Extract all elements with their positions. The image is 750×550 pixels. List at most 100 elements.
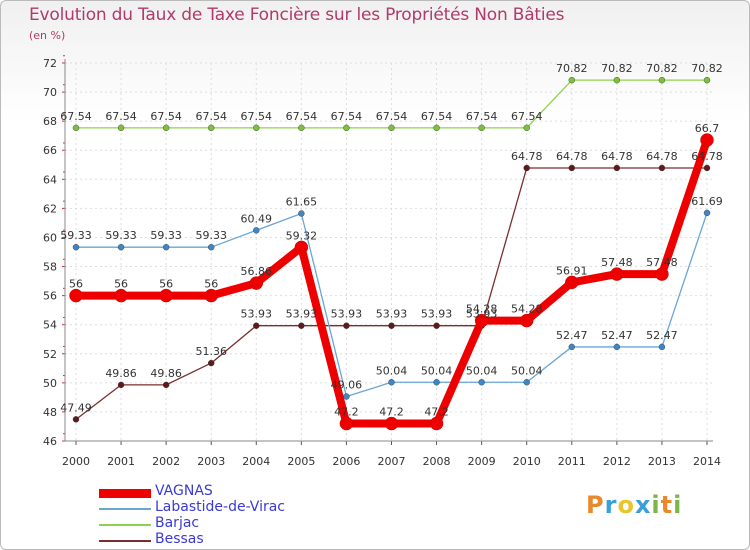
data-label-vagnas: 47.2 bbox=[334, 406, 359, 419]
y-tick-label: 52 bbox=[43, 348, 57, 361]
data-label-bessas: 64.78 bbox=[511, 150, 543, 163]
data-label-labastide-de-virac: 50.04 bbox=[376, 364, 408, 377]
data-point-vagnas bbox=[610, 267, 624, 281]
x-tick-label: 2000 bbox=[62, 455, 90, 468]
data-point-labastide-de-virac bbox=[253, 227, 260, 234]
chart-title: Evolution du Taux de Taxe Foncière sur l… bbox=[29, 5, 565, 25]
y-tick-label: 64 bbox=[43, 173, 57, 186]
data-label-vagnas: 66.7 bbox=[695, 122, 720, 135]
legend-swatch bbox=[99, 488, 151, 498]
x-tick-label: 2014 bbox=[693, 455, 721, 468]
data-point-vagnas bbox=[339, 416, 354, 431]
data-point-labastide-de-virac bbox=[208, 244, 215, 251]
data-label-barjac: 67.54 bbox=[331, 110, 363, 123]
data-label-barjac: 67.54 bbox=[150, 110, 182, 123]
legend-label: Barjac bbox=[155, 515, 200, 531]
data-label-labastide-de-virac: 50.04 bbox=[421, 364, 453, 377]
data-point-barjac bbox=[298, 124, 305, 132]
data-point-barjac bbox=[478, 124, 485, 132]
data-point-vagnas bbox=[565, 275, 579, 290]
data-label-barjac: 67.54 bbox=[286, 110, 318, 123]
x-tick-label: 2003 bbox=[197, 455, 225, 468]
data-point-labastide-de-virac bbox=[478, 379, 485, 386]
x-tick-label: 2011 bbox=[558, 455, 586, 468]
data-label-bessas: 64.78 bbox=[646, 150, 678, 163]
data-labels-layer: 67.54 67.54 67.54 67.54 67.54 67.54 67.54 67.54… bbox=[60, 62, 723, 418]
x-tick-label: 2009 bbox=[468, 455, 496, 468]
data-label-vagnas: 56 bbox=[69, 278, 83, 291]
y-tick-label: 58 bbox=[43, 261, 57, 274]
logo-letter: i bbox=[651, 491, 661, 519]
data-point-bessas bbox=[72, 416, 80, 423]
data-label-vagnas: 56 bbox=[159, 278, 173, 291]
data-point-labastide-de-virac bbox=[117, 244, 125, 251]
data-label-vagnas: 56 bbox=[114, 278, 128, 291]
data-label-labastide-de-virac: 50.04 bbox=[466, 364, 498, 377]
data-point-barjac bbox=[253, 124, 260, 132]
data-label-vagnas: 54.28 bbox=[511, 303, 543, 316]
data-label-labastide-de-virac: 52.47 bbox=[601, 329, 633, 342]
y-tick-label: 68 bbox=[43, 115, 57, 128]
data-point-vagnas bbox=[159, 288, 173, 303]
logo-letter: r bbox=[604, 491, 618, 519]
data-label-vagnas: 56 bbox=[204, 278, 218, 291]
logo-letter: x bbox=[634, 491, 652, 519]
logo-letter: P bbox=[586, 491, 605, 519]
data-point-barjac bbox=[568, 76, 575, 84]
x-tick-label: 2010 bbox=[513, 455, 541, 468]
data-point-barjac bbox=[523, 124, 530, 132]
legend-swatch bbox=[99, 508, 151, 510]
x-tick-label: 2013 bbox=[648, 455, 676, 468]
x-tick-label: 2008 bbox=[423, 455, 451, 468]
data-label-labastide-de-virac: 52.47 bbox=[646, 329, 678, 342]
data-point-barjac bbox=[208, 124, 215, 132]
data-label-labastide-de-virac: 59.33 bbox=[150, 229, 182, 242]
y-tick-label: 50 bbox=[43, 377, 57, 390]
y-tick-label: 56 bbox=[43, 290, 57, 303]
data-label-barjac: 70.82 bbox=[646, 62, 678, 75]
data-label-barjac: 67.54 bbox=[466, 110, 498, 123]
data-point-labastide-de-virac bbox=[433, 379, 440, 386]
data-label-labastide-de-virac: 50.04 bbox=[511, 364, 543, 377]
data-label-barjac: 67.54 bbox=[195, 110, 227, 123]
data-label-labastide-de-virac: 59.33 bbox=[195, 229, 227, 242]
data-point-bessas bbox=[298, 322, 305, 329]
data-point-barjac bbox=[343, 124, 350, 132]
data-point-vagnas bbox=[204, 288, 218, 303]
data-label-bessas: 49.86 bbox=[105, 367, 137, 380]
x-tick-label: 2007 bbox=[378, 455, 406, 468]
data-point-vagnas bbox=[114, 288, 128, 303]
data-point-vagnas bbox=[69, 288, 83, 303]
legend-swatch bbox=[99, 540, 151, 542]
y-tick-label: 54 bbox=[43, 319, 57, 332]
x-tick-label: 2006 bbox=[332, 455, 360, 468]
data-label-bessas: 53.93 bbox=[286, 308, 318, 321]
logo-letter: o bbox=[617, 491, 635, 519]
data-point-vagnas bbox=[384, 416, 399, 431]
x-tick-label: 2005 bbox=[287, 455, 315, 468]
data-point-bessas bbox=[703, 164, 711, 172]
data-point-barjac bbox=[388, 124, 395, 132]
y-tick-label: 46 bbox=[43, 435, 57, 448]
proxiti-logo: Proxiti bbox=[586, 491, 682, 519]
data-point-labastide-de-virac bbox=[613, 343, 621, 351]
data-label-bessas: 53.93 bbox=[466, 308, 498, 321]
data-point-bessas bbox=[433, 322, 440, 329]
data-point-vagnas bbox=[519, 313, 534, 328]
data-label-vagnas: 59.32 bbox=[286, 229, 318, 242]
data-point-barjac bbox=[658, 76, 666, 84]
data-point-vagnas bbox=[655, 267, 669, 281]
data-label-barjac: 70.82 bbox=[556, 62, 588, 75]
data-label-barjac: 67.54 bbox=[241, 110, 273, 123]
data-point-bessas bbox=[208, 359, 215, 367]
x-tick-label: 2001 bbox=[107, 455, 135, 468]
data-point-vagnas bbox=[429, 416, 444, 431]
data-label-labastide-de-virac: 49.06 bbox=[331, 379, 363, 392]
data-point-labastide-de-virac bbox=[523, 379, 530, 386]
data-label-labastide-de-virac: 61.69 bbox=[691, 195, 723, 208]
data-label-labastide-de-virac: 61.65 bbox=[286, 195, 318, 208]
data-point-labastide-de-virac bbox=[388, 379, 395, 386]
data-label-bessas: 53.93 bbox=[331, 308, 363, 321]
data-label-bessas: 64.78 bbox=[601, 150, 633, 163]
